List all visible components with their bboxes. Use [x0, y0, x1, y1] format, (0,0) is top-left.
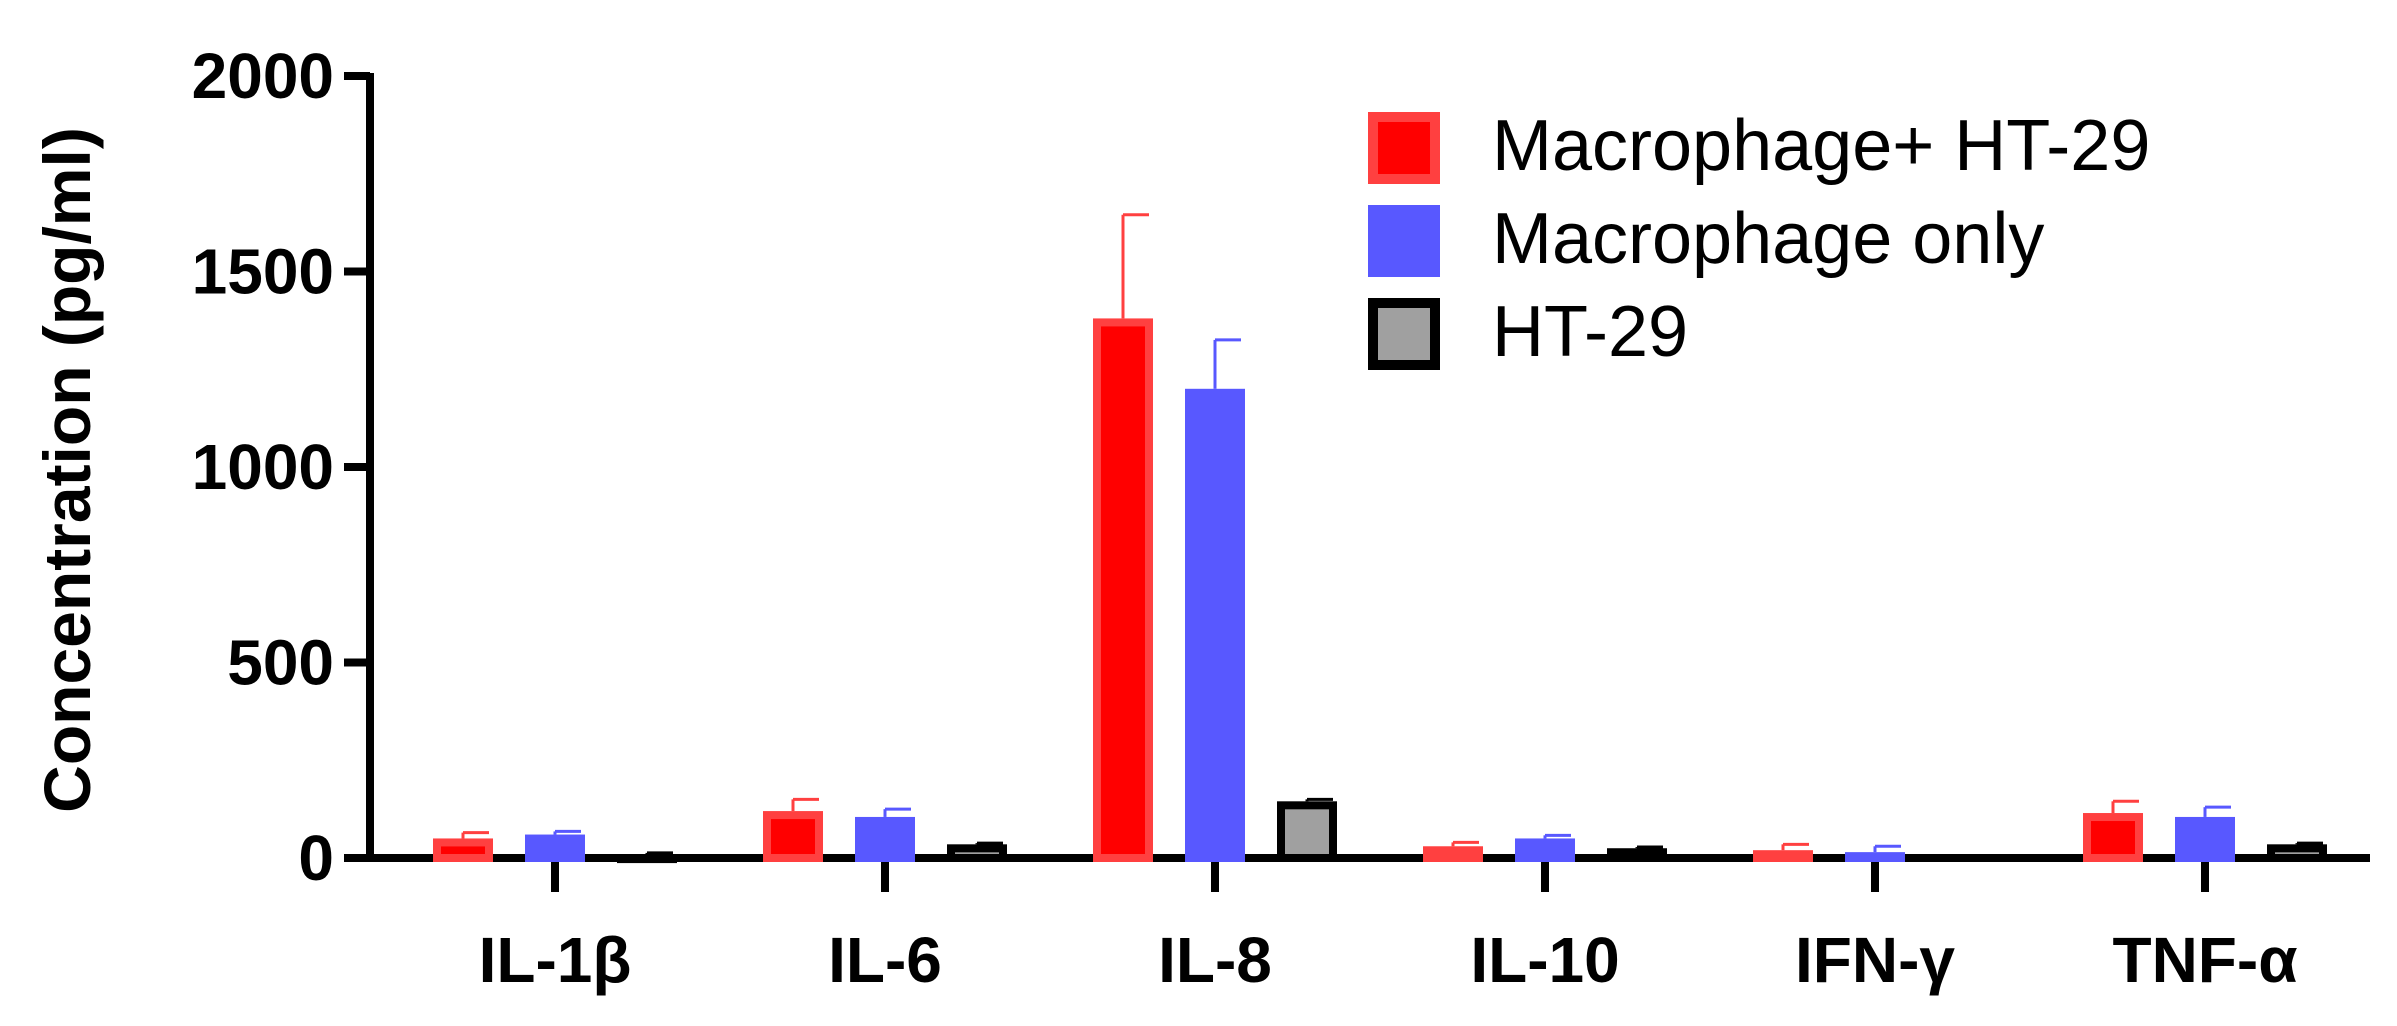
x-tick-label: IL-8	[1158, 924, 1272, 996]
legend-label: Macrophage only	[1492, 199, 2044, 279]
y-tick-label: 500	[227, 627, 334, 699]
bar	[1515, 838, 1575, 863]
bar	[525, 834, 585, 862]
bar	[1277, 801, 1337, 862]
bar	[1093, 318, 1153, 863]
bar	[855, 816, 915, 863]
x-tick-label: IL-6	[828, 924, 942, 996]
y-tick-label: 0	[298, 822, 334, 894]
bars	[433, 213, 2327, 864]
legend-label: Macrophage+ HT-29	[1492, 106, 2150, 186]
bar	[1753, 850, 1813, 862]
bar	[2083, 813, 2143, 862]
legend-swatch	[1368, 298, 1440, 370]
bar	[433, 838, 493, 863]
y-tick-label: 2000	[192, 40, 334, 112]
y-tick-label: 1500	[192, 236, 334, 308]
y-axis: 0 500 1000 1500 2000	[192, 40, 374, 894]
bar	[1423, 846, 1483, 863]
x-tick-label: IL-10	[1470, 924, 1619, 996]
legend: Macrophage+ HT-29 Macrophage only HT-29	[1368, 106, 2150, 372]
bar	[617, 854, 677, 864]
bar	[1607, 848, 1667, 862]
bar	[763, 811, 823, 863]
legend-label: HT-29	[1492, 292, 1688, 372]
y-axis-title: Concentration (pg/ml)	[30, 127, 104, 813]
x-tick-label: TNF-α	[2112, 924, 2297, 996]
legend-swatch	[1368, 112, 1440, 184]
bar	[1845, 852, 1905, 863]
x-tick-label: IFN-γ	[1795, 924, 1955, 996]
bar	[2175, 816, 2235, 863]
bar	[2267, 844, 2327, 863]
x-tick-label: IL-1β	[479, 924, 632, 996]
bar	[1185, 388, 1245, 862]
bar	[947, 844, 1007, 863]
legend-swatch	[1368, 205, 1440, 277]
x-axis: IL-1β IL-6 IL-8 IL-10 IFN-γ TNF-α	[366, 854, 2370, 996]
y-tick-label: 1000	[192, 431, 334, 503]
